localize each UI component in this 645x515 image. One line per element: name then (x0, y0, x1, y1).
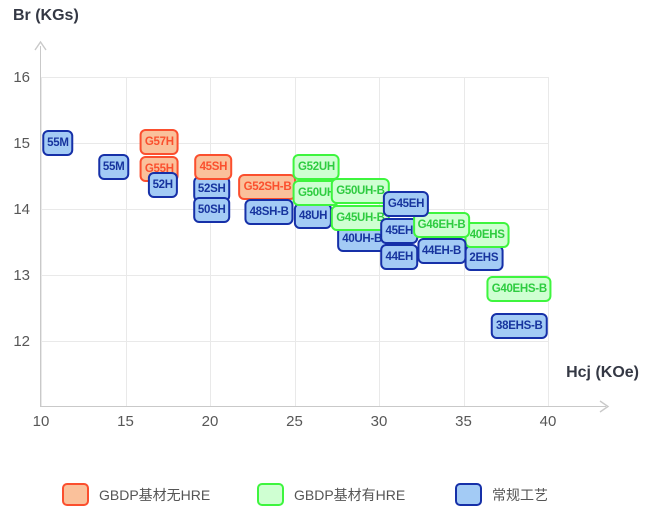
point-G45UH-B: G45UH-B (331, 205, 390, 232)
y-tick-label: 15 (13, 135, 30, 152)
point-44EH-B: 44EH-B (416, 238, 467, 265)
x-tick-label: 20 (201, 413, 219, 430)
point-45EH: 45EH (380, 218, 419, 245)
y-axis-title: Br (KGs) (13, 7, 79, 24)
x-axis-arrow-icon (599, 400, 610, 413)
legend-label: 常规工艺 (492, 487, 548, 503)
horizontal-gridline (41, 77, 548, 78)
point-48SH-B: 48SH-B (244, 199, 294, 226)
x-tick-label: 35 (455, 413, 472, 430)
x-axis-line (40, 406, 606, 407)
x-tick-label: 15 (117, 413, 134, 430)
point-45SH: 45SH (194, 153, 233, 180)
x-tick-label: 25 (286, 413, 303, 430)
x-axis-title: Hcj (KOe) (566, 364, 639, 381)
horizontal-gridline (41, 275, 548, 276)
point-G52SH-B: G52SH-B (238, 173, 297, 200)
legend-label: GBDP基材无HRE (99, 487, 211, 503)
point-2EHS: 2EHS (464, 244, 504, 271)
vertical-gridline (294, 77, 296, 406)
legend-label: GBDP基材有HRE (294, 487, 406, 503)
horizontal-gridline (41, 341, 548, 342)
point-52H: 52H (147, 172, 178, 199)
point-50SH: 50SH (192, 197, 231, 224)
point-55M: 55M (42, 130, 74, 156)
point-48UH: 48UH (293, 202, 333, 229)
y-tick-label: 14 (13, 201, 30, 218)
y-axis-arrow-icon (34, 40, 47, 51)
point-55M: 55M (97, 154, 130, 181)
y-tick-label: 12 (13, 333, 30, 350)
legend-swatch-icon (257, 483, 284, 506)
point-G40EHS-B: G40EHS-B (486, 275, 552, 302)
x-tick-label: 40 (539, 413, 557, 430)
vertical-gridline (125, 77, 127, 406)
point-44EH: 44EH (380, 244, 419, 271)
point-G45EH: G45EH (382, 190, 430, 217)
horizontal-gridline (41, 143, 548, 144)
point-G50UH-B: G50UH-B (331, 177, 390, 204)
point-40EHS: 40EHS (464, 222, 510, 249)
x-tick-label: 30 (370, 413, 388, 430)
y-tick-label: 13 (13, 267, 30, 284)
y-axis-line (40, 46, 41, 406)
point-G52UH: G52UH (293, 153, 340, 180)
point-G57H: G57H (139, 128, 179, 155)
legend-swatch-icon (62, 483, 89, 506)
legend-swatch-icon (455, 483, 482, 506)
y-tick-label: 16 (13, 69, 30, 86)
vertical-gridline (210, 77, 211, 406)
chart-legend: GBDP基材无HRE GBDP基材有HRE 常规工艺 (0, 480, 645, 510)
x-tick-label: 10 (32, 413, 50, 430)
vertical-gridline (41, 77, 42, 406)
vertical-gridline (548, 77, 549, 406)
point-38EHS-B: 38EHS-B (491, 312, 548, 339)
